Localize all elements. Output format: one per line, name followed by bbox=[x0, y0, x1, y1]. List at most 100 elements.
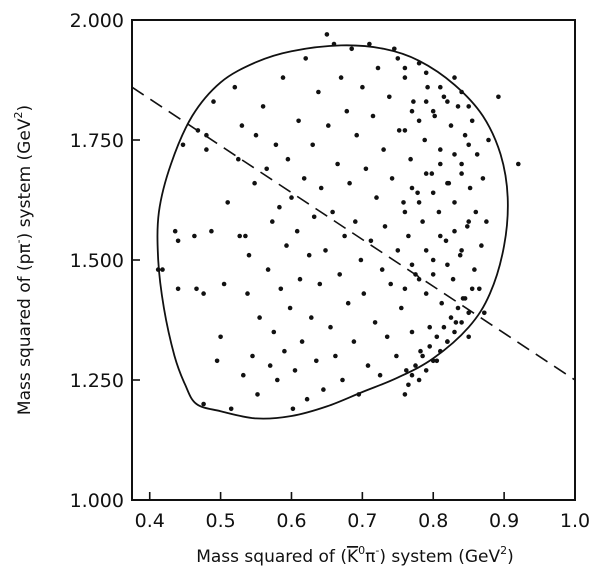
data-point bbox=[413, 363, 418, 368]
data-point bbox=[365, 363, 371, 368]
data-point bbox=[314, 358, 319, 364]
data-point bbox=[409, 185, 415, 191]
data-point bbox=[328, 324, 333, 330]
data-point bbox=[246, 252, 252, 258]
data-point bbox=[399, 305, 404, 311]
data-point bbox=[285, 156, 291, 162]
data-point bbox=[257, 315, 262, 320]
data-point bbox=[462, 132, 468, 138]
data-point bbox=[260, 104, 266, 109]
ylabel-supminus: - bbox=[12, 239, 25, 243]
data-point bbox=[155, 267, 161, 272]
data-point bbox=[459, 171, 464, 176]
data-point bbox=[420, 219, 425, 224]
data-point bbox=[416, 377, 422, 383]
data-point bbox=[306, 252, 312, 258]
data-point bbox=[387, 94, 392, 100]
kinematic-boundary-contour bbox=[156, 44, 509, 420]
xlabel-sup0: 0 bbox=[358, 544, 365, 557]
data-point bbox=[349, 46, 355, 52]
data-point bbox=[321, 387, 326, 392]
data-point bbox=[331, 41, 337, 47]
data-point bbox=[467, 185, 473, 191]
data-point bbox=[472, 267, 477, 272]
data-point bbox=[438, 147, 443, 152]
data-point bbox=[180, 142, 186, 148]
data-point bbox=[290, 406, 296, 412]
data-point bbox=[236, 156, 241, 162]
data-point bbox=[345, 300, 351, 306]
data-points bbox=[155, 32, 521, 412]
data-point bbox=[292, 368, 298, 373]
data-point bbox=[316, 89, 321, 95]
data-point bbox=[466, 310, 472, 316]
data-point bbox=[445, 180, 450, 186]
xlabel-close: ) bbox=[507, 547, 514, 567]
data-point bbox=[299, 339, 305, 344]
data-point bbox=[423, 291, 429, 296]
data-point bbox=[459, 161, 464, 167]
data-point bbox=[441, 94, 447, 100]
data-point bbox=[253, 132, 259, 138]
data-point bbox=[304, 396, 310, 402]
data-point bbox=[284, 243, 289, 248]
data-point bbox=[445, 262, 450, 268]
data-point bbox=[195, 128, 201, 133]
data-point bbox=[389, 176, 395, 181]
data-point bbox=[430, 190, 436, 196]
data-point bbox=[392, 46, 397, 52]
tick-labels: 0.4 0.5 0.6 0.7 0.8 0.9 1.0 1.000 1.250 1.500 1.75… bbox=[70, 10, 591, 532]
data-point bbox=[423, 99, 429, 104]
data-point bbox=[271, 329, 277, 335]
data-point bbox=[353, 219, 358, 224]
data-point bbox=[430, 108, 436, 114]
data-point bbox=[409, 262, 415, 268]
data-point bbox=[310, 142, 316, 148]
data-point bbox=[204, 147, 209, 152]
data-point bbox=[382, 224, 388, 229]
data-point bbox=[338, 75, 344, 80]
x-tick-label: 0.9 bbox=[489, 510, 519, 532]
data-point bbox=[429, 171, 435, 176]
data-point bbox=[453, 320, 459, 325]
data-point bbox=[409, 108, 415, 114]
data-point bbox=[342, 233, 347, 239]
data-point bbox=[401, 200, 406, 205]
data-point bbox=[201, 291, 206, 296]
data-point bbox=[175, 238, 181, 244]
data-point bbox=[452, 329, 457, 335]
y-tick-label: 1.750 bbox=[70, 130, 124, 152]
data-point bbox=[218, 334, 223, 340]
data-point bbox=[416, 60, 422, 66]
data-point bbox=[448, 123, 454, 128]
data-point bbox=[277, 204, 282, 210]
data-point bbox=[402, 75, 408, 80]
data-point bbox=[455, 104, 461, 109]
data-point bbox=[452, 228, 457, 234]
axis-ticks bbox=[132, 19, 576, 501]
data-point bbox=[486, 137, 491, 143]
data-point bbox=[445, 339, 450, 344]
data-point bbox=[415, 190, 420, 196]
data-point bbox=[309, 315, 314, 320]
x-tick-label: 0.6 bbox=[276, 510, 306, 532]
data-point bbox=[372, 320, 378, 325]
data-point bbox=[318, 185, 324, 191]
data-point bbox=[420, 353, 425, 359]
data-point bbox=[214, 358, 220, 364]
data-point bbox=[379, 267, 385, 272]
data-point bbox=[402, 128, 408, 133]
data-point bbox=[175, 286, 181, 292]
data-point bbox=[477, 286, 482, 292]
data-point bbox=[340, 377, 345, 383]
data-point bbox=[192, 233, 197, 239]
data-point bbox=[160, 267, 165, 272]
data-point bbox=[384, 334, 390, 340]
data-point bbox=[434, 334, 440, 340]
data-point bbox=[255, 392, 260, 397]
data-point bbox=[459, 248, 464, 253]
data-point bbox=[395, 56, 401, 61]
data-point bbox=[411, 99, 416, 104]
data-point bbox=[381, 147, 386, 152]
